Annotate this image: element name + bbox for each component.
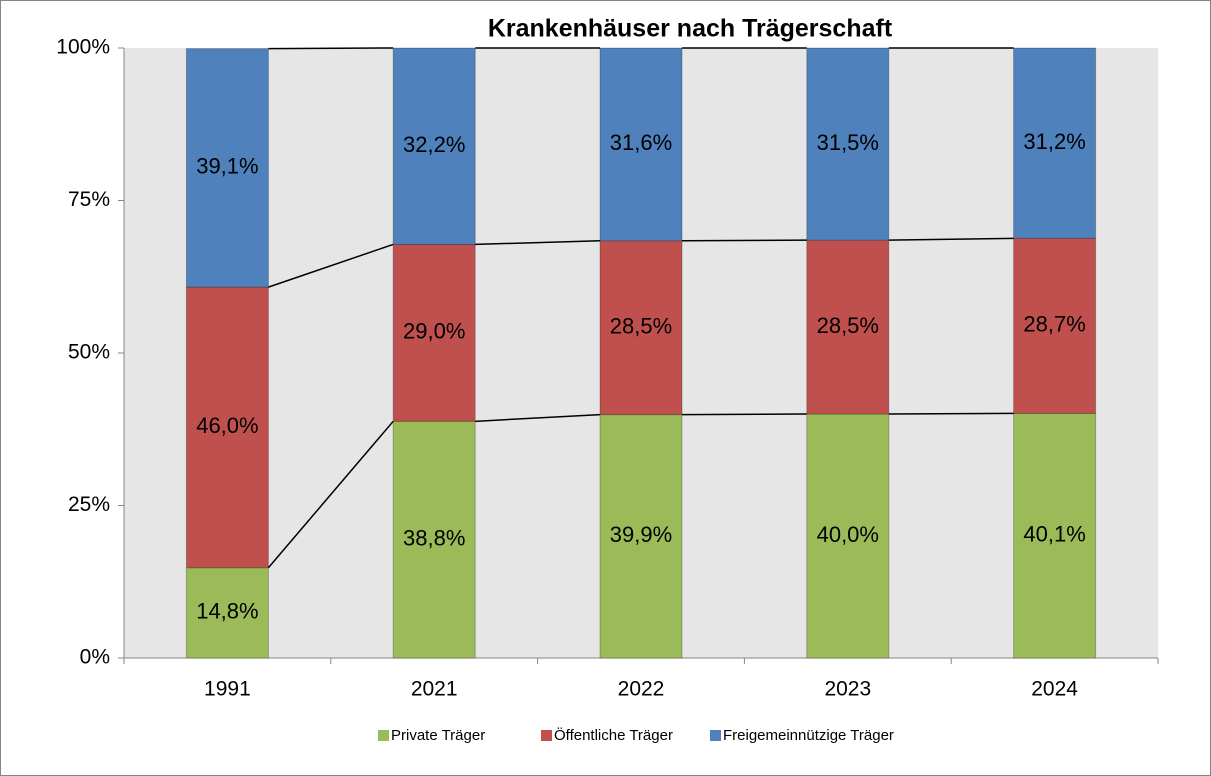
x-tick-label: 2022 xyxy=(618,678,665,701)
legend-label: Öffentliche Träger xyxy=(554,726,673,744)
legend-label: Freigemeinnützige Träger xyxy=(723,727,894,744)
bar-segment xyxy=(1013,412,1097,659)
bar-segment xyxy=(185,567,269,659)
series-line xyxy=(475,413,601,423)
bar-segment xyxy=(392,47,476,245)
x-tick-label: 2021 xyxy=(411,678,458,701)
y-tick-label: 75% xyxy=(68,188,110,211)
bar-segment xyxy=(1013,237,1097,414)
legend-swatch xyxy=(541,730,552,741)
value-label: 39,1% xyxy=(196,154,258,179)
y-tick-label: 25% xyxy=(68,493,110,516)
y-tick-label: 50% xyxy=(68,341,110,364)
series-line xyxy=(888,412,1014,415)
bar-segment xyxy=(806,413,890,659)
y-tick-label: 0% xyxy=(80,646,110,669)
chart-title: Krankenhäuser nach Trägerschaft xyxy=(488,15,893,43)
bar-segment xyxy=(185,48,269,288)
bar-segment xyxy=(599,414,683,659)
value-label: 38,8% xyxy=(403,525,465,550)
value-label: 40,1% xyxy=(1023,522,1085,547)
legend-label: Private Träger xyxy=(391,727,485,744)
value-label: 46,0% xyxy=(196,413,258,438)
series-line xyxy=(681,413,807,416)
series-line xyxy=(268,243,394,288)
bar-segment xyxy=(806,239,890,415)
bar-segment xyxy=(392,243,476,422)
x-tick-label: 2024 xyxy=(1031,678,1078,701)
bar-segment xyxy=(185,286,269,569)
bar-segment xyxy=(1013,47,1097,239)
value-label: 28,5% xyxy=(817,313,879,338)
series-line xyxy=(475,240,601,246)
value-label: 31,5% xyxy=(817,130,879,155)
value-label: 29,0% xyxy=(403,319,465,344)
bar-segment xyxy=(599,47,683,242)
bar-segment xyxy=(599,240,683,416)
value-label: 28,5% xyxy=(610,313,672,338)
bar-segment xyxy=(806,47,890,241)
x-tick-label: 1991 xyxy=(204,678,251,701)
series-line xyxy=(681,239,807,242)
value-label: 32,2% xyxy=(403,132,465,157)
series-line xyxy=(888,237,1014,241)
value-label: 31,6% xyxy=(610,130,672,155)
series-line xyxy=(268,47,394,50)
value-label: 28,7% xyxy=(1023,312,1085,337)
value-label: 31,2% xyxy=(1023,129,1085,154)
value-label: 14,8% xyxy=(196,599,258,624)
bar-segment xyxy=(392,420,476,659)
value-label: 40,0% xyxy=(817,522,879,547)
legend-swatch xyxy=(378,730,389,741)
y-tick-label: 100% xyxy=(56,36,110,59)
x-tick-label: 2023 xyxy=(824,678,871,701)
legend-swatch xyxy=(710,730,721,741)
series-line xyxy=(267,420,394,569)
value-label: 39,9% xyxy=(610,522,672,547)
